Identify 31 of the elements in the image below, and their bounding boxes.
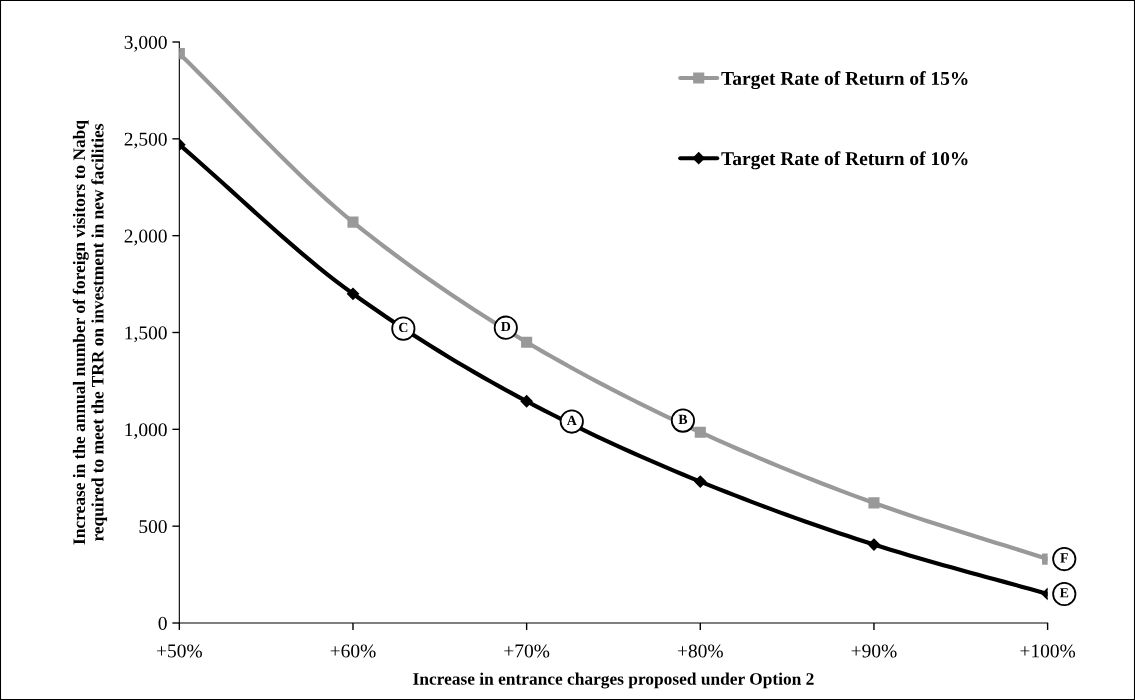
point — [694, 426, 706, 438]
annotation: D — [501, 321, 511, 332]
point — [867, 538, 881, 551]
annotation: E — [1059, 588, 1069, 598]
x-axis-title: Increase in entrance charges proposed under Option 2 — [413, 672, 814, 689]
annotation: C — [399, 322, 408, 333]
x-tick-label: +100% — [1020, 644, 1076, 658]
point — [521, 336, 533, 348]
annotation: B — [678, 414, 688, 424]
point — [346, 287, 360, 300]
y-tick-label: 500 — [139, 519, 167, 534]
y-tick-label: 0 — [158, 616, 167, 630]
point — [868, 497, 880, 509]
y-axis-title: Increase in the annual number of foreign visitors to Nabq required to meet the TRR on investment in new facilities — [72, 120, 108, 545]
x-tick-label: +50% — [157, 644, 202, 658]
y-tick-label: 3,000 — [124, 35, 167, 52]
point — [694, 475, 707, 488]
annotation: F — [1060, 553, 1068, 563]
y-tick-label: 2,500 — [124, 132, 167, 149]
point — [520, 395, 533, 408]
y-tick-label: 1,500 — [125, 326, 167, 343]
x-tick-label: +60% — [330, 644, 376, 658]
y-tick-label: 2,000 — [124, 229, 167, 246]
point — [347, 216, 359, 228]
annotation: A — [566, 415, 577, 425]
legend-label: Target Rate of Return of 15% — [721, 71, 968, 90]
x-tick-label: +80% — [677, 644, 723, 658]
x-tick-label: +90% — [851, 644, 897, 658]
legend-label: Target Rate of Return of 10% — [721, 151, 968, 170]
x-tick-label: +70% — [504, 644, 550, 658]
y-tick-label: 1,000 — [125, 423, 167, 440]
